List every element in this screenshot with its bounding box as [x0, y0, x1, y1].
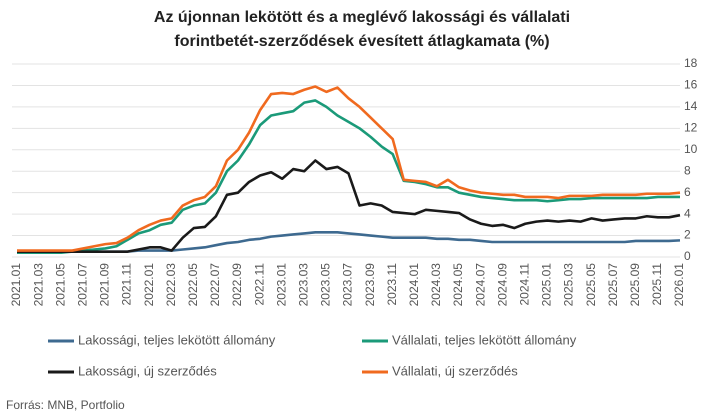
x-tick-label: 2022.03	[164, 263, 178, 307]
x-tick-label: 2022.01	[142, 263, 156, 307]
y-tick-label: 12	[684, 121, 698, 135]
y-tick-label: 4	[684, 206, 691, 220]
x-tick-label: 2024.03	[429, 263, 443, 307]
x-tick-label: 2022.11	[252, 263, 266, 306]
x-tick-label: 2026.01	[672, 263, 686, 307]
y-tick-label: 6	[684, 185, 691, 199]
x-tick-label: 2023.11	[385, 263, 399, 306]
x-tick-label: 2021.03	[31, 263, 45, 307]
x-tick-label: 2024.05	[451, 263, 465, 307]
x-tick-label: 2021.05	[53, 263, 67, 307]
x-tick-label: 2025.01	[540, 263, 554, 307]
y-tick-label: 0	[684, 249, 691, 263]
x-tick-label: 2023.09	[363, 263, 377, 307]
x-tick-label: 2024.01	[407, 263, 421, 307]
x-tick-label: 2022.05	[186, 263, 200, 307]
legend-label: Lakossági, új szerződés	[78, 363, 217, 378]
y-tick-label: 2	[684, 228, 691, 242]
x-tick-label: 2024.11	[517, 263, 531, 306]
x-tick-label: 2023.01	[274, 263, 288, 307]
x-tick-label: 2025.09	[628, 263, 642, 307]
x-tick-label: 2025.03	[562, 263, 576, 307]
x-tick-label: 2025.05	[584, 263, 598, 307]
x-tick-label: 2023.03	[296, 263, 310, 307]
y-tick-label: 8	[684, 163, 691, 177]
y-tick-label: 14	[684, 99, 698, 113]
series-line	[17, 85, 681, 252]
x-tick-label: 2021.09	[98, 263, 112, 307]
series-line	[17, 99, 680, 255]
x-tick-label: 2023.05	[319, 263, 333, 307]
legend-label: Lakossági, teljes lekötött állomány	[78, 332, 276, 347]
source: Forrás: MNB, Portfolio	[6, 398, 125, 412]
series-line	[17, 159, 681, 253]
x-tick-label: 2024.09	[495, 263, 509, 307]
chart-title: forintbetét-szerződések évesített átlagk…	[174, 33, 549, 50]
x-tick-label: 2025.07	[606, 263, 620, 307]
y-tick-label: 16	[684, 78, 698, 92]
x-tick-label: 2022.09	[230, 263, 244, 307]
y-tick-label: 10	[684, 142, 698, 156]
x-tick-label: 2021.01	[9, 263, 23, 307]
x-tick-label: 2023.07	[341, 263, 355, 307]
x-tick-label: 2025.11	[650, 263, 664, 306]
x-tick-label: 2021.11	[120, 263, 134, 306]
x-tick-label: 2021.07	[75, 263, 89, 307]
x-tick-label: 2024.07	[473, 263, 487, 307]
chart-title: Az újonnan lekötött és a meglévő lakossá…	[154, 9, 570, 26]
legend-label: Vállalati, új szerződés	[392, 363, 518, 378]
y-tick-label: 18	[684, 56, 698, 70]
legend-label: Vállalati, teljes lekötött állomány	[392, 332, 577, 347]
x-tick-label: 2022.07	[208, 263, 222, 307]
